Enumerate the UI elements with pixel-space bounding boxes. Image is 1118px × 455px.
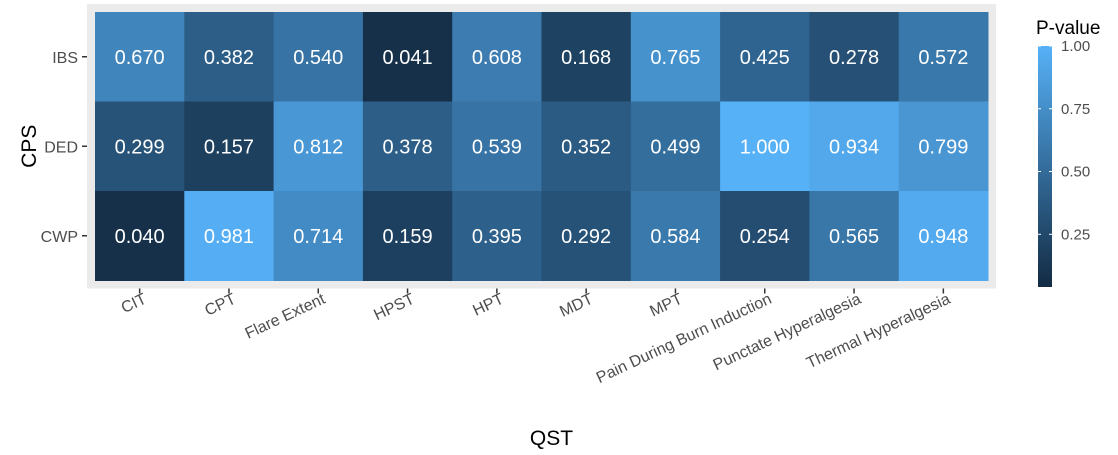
cell-value-label: 0.395: [472, 226, 522, 248]
heatmap-cell-cwp-6: [541, 191, 632, 281]
x-tick-label: HPT: [470, 291, 506, 320]
legend-title: P-value: [1036, 18, 1100, 39]
y-tick-label: CWP: [41, 229, 78, 246]
legend-tick-label: 0.25: [1061, 226, 1090, 243]
cell-value-label: 0.565: [829, 226, 879, 248]
heatmap-cell-ibs-3: [273, 12, 364, 102]
cell-value-label: 1.000: [740, 136, 790, 158]
cell-value-label: 0.584: [650, 226, 700, 248]
cell-value-label: 0.812: [293, 136, 343, 158]
y-tick-label: DED: [44, 139, 78, 156]
legend-tick-label: 0.75: [1061, 101, 1090, 118]
cell-value-label: 0.378: [383, 136, 433, 158]
x-tick-label: Thermal Hyperalgesia: [804, 291, 953, 373]
heatmap-cell-ibs-6: [541, 12, 632, 102]
cell-value-label: 0.425: [740, 47, 790, 69]
heatmap-cell-cwp-8: [720, 191, 810, 281]
heatmap-cell-cwp-4: [362, 191, 453, 281]
cell-value-label: 0.040: [115, 226, 165, 248]
legend: P-value 1.00 0.75 0.50 0.25: [1036, 18, 1100, 287]
x-tick-label: CIT: [119, 291, 150, 317]
heatmap-cell-cwp-5: [452, 191, 542, 281]
heatmap-cell-ibs-4: [362, 12, 453, 102]
x-tick-label: MDT: [557, 291, 596, 321]
heatmap-cell-ded-8: [720, 101, 810, 192]
cell-value-label: 0.382: [204, 47, 254, 69]
legend-tick-label: 0.50: [1061, 164, 1090, 181]
y-tick-label: IBS: [52, 50, 78, 67]
x-axis-title: QST: [530, 427, 573, 450]
heatmap-cell-ibs-7: [630, 12, 721, 102]
heatmap-cell-ded-3: [273, 101, 364, 192]
heatmap-cell-ded-7: [630, 101, 721, 192]
x-tick-label: CPT: [202, 291, 238, 320]
y-axis: IBS DED CWP: [41, 50, 87, 246]
heatmap-cell-cwp-10: [898, 191, 989, 281]
cell-value-label: 0.539: [472, 136, 522, 158]
heatmap-cell-cwp-7: [630, 191, 721, 281]
heatmap-cell-cwp-1: [95, 191, 185, 281]
x-tick-label: HPST: [371, 291, 417, 325]
legend-tick-label: 1.00: [1061, 38, 1090, 55]
cell-value-label: 0.299: [115, 136, 165, 158]
heatmap-cell-cwp-3: [273, 191, 364, 281]
cell-value-label: 0.159: [383, 226, 433, 248]
heatmap-cell-ibs-8: [720, 12, 810, 102]
cell-value-label: 0.608: [472, 47, 522, 69]
heatmap-cell-ded-4: [362, 101, 453, 192]
heatmap-cell-ibs-2: [184, 12, 275, 102]
heatmap-cell-ded-10: [898, 101, 989, 192]
cell-value-label: 0.499: [650, 136, 700, 158]
heatmap-cell-cwp-9: [809, 191, 900, 281]
cell-value-label: 0.540: [293, 47, 343, 69]
heatmap-cell-ibs-5: [452, 12, 542, 102]
heatmap-cell-ded-9: [809, 101, 900, 192]
heatmap-cell-ibs-1: [95, 12, 185, 102]
cell-value-label: 0.157: [204, 136, 254, 158]
cell-value-label: 0.168: [561, 47, 611, 69]
heatmap-cells: [95, 12, 989, 281]
cell-value-label: 0.799: [918, 136, 968, 158]
cell-value-label: 0.670: [115, 47, 165, 69]
cell-value-label: 0.948: [918, 226, 968, 248]
cell-value-label: 0.041: [383, 47, 433, 69]
legend-colorbar: [1038, 46, 1052, 287]
cell-value-label: 0.934: [829, 136, 879, 158]
cell-value-label: 0.714: [293, 226, 343, 248]
heatmap-cell-ibs-9: [809, 12, 900, 102]
cell-value-label: 0.254: [740, 226, 790, 248]
heatmap-cell-ibs-10: [898, 12, 989, 102]
x-tick-label: Punctate Hyperalgesia: [711, 291, 864, 374]
cell-value-labels: 0.670 0.382 0.540 0.041 0.608 0.168 0.765 0.425…: [115, 47, 969, 248]
x-tick-label: MPT: [647, 291, 685, 321]
heatmap-cell-ded-2: [184, 101, 275, 192]
heatmap-cell-ded-6: [541, 101, 632, 192]
cell-value-label: 0.352: [561, 136, 611, 158]
heatmap-cell-ded-5: [452, 101, 542, 192]
heatmap-cell-cwp-2: [184, 191, 275, 281]
y-axis-title: CPS: [18, 125, 41, 168]
heatmap-cell-ded-1: [95, 101, 185, 192]
cell-value-label: 0.765: [650, 47, 700, 69]
cell-value-label: 0.278: [829, 47, 879, 69]
x-tick-label: Flare Extent: [243, 290, 329, 342]
cell-value-label: 0.981: [204, 226, 254, 248]
legend-ticks: 1.00 0.75 0.50 0.25: [1038, 38, 1090, 243]
cell-value-label: 0.572: [918, 47, 968, 69]
cell-value-label: 0.292: [561, 226, 611, 248]
